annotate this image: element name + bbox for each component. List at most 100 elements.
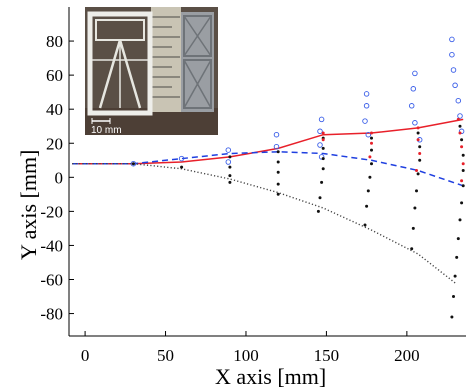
data-point-open-circle bbox=[273, 131, 280, 138]
data-point-dot bbox=[321, 167, 325, 171]
data-point-dot bbox=[316, 209, 320, 213]
data-point-dot bbox=[411, 226, 415, 230]
data-point-dot bbox=[453, 274, 457, 278]
data-point-dot bbox=[452, 295, 455, 298]
x-tick-label: 200 bbox=[394, 346, 420, 365]
data-point-dot bbox=[458, 131, 462, 135]
data-point-dot bbox=[276, 192, 280, 196]
data-point-dot bbox=[415, 169, 418, 172]
data-point-open-circle bbox=[225, 159, 232, 165]
data-point-dot bbox=[276, 182, 280, 186]
data-point-dot bbox=[365, 204, 369, 208]
data-point-dot bbox=[415, 189, 418, 193]
trajectory-line-2 bbox=[72, 151, 464, 187]
data-point-dot bbox=[461, 153, 465, 157]
data-point-open-circle bbox=[178, 155, 185, 162]
data-point-dot bbox=[318, 196, 322, 200]
data-point-dot bbox=[276, 170, 280, 174]
data-point-dot bbox=[418, 158, 422, 162]
data-point-dot bbox=[370, 131, 373, 135]
data-point-open-circle bbox=[412, 120, 418, 126]
data-point-dot bbox=[461, 162, 465, 166]
data-point-open-circle bbox=[455, 97, 462, 104]
y-tick-label: 60 bbox=[46, 66, 63, 85]
data-point-open-circle bbox=[450, 67, 457, 73]
data-point-dot bbox=[321, 138, 325, 142]
data-points bbox=[130, 36, 465, 319]
y-tick-label: -60 bbox=[40, 271, 63, 290]
y-axis-ticks: 80 60 40 20 0 -20 -40 -60 -80 bbox=[40, 32, 74, 324]
data-point-open-circle bbox=[408, 103, 415, 109]
data-point-dot bbox=[416, 126, 420, 130]
x-tick-label: 0 bbox=[81, 346, 90, 365]
data-point-open-circle bbox=[452, 82, 458, 89]
data-point-dot bbox=[321, 131, 325, 135]
inset-photo: 10 mm bbox=[85, 7, 218, 136]
data-point-dot bbox=[458, 124, 462, 128]
inset-scale-label: 10 mm bbox=[91, 125, 122, 136]
x-axis-title: X axis [mm] bbox=[215, 364, 326, 387]
data-point-dot bbox=[416, 172, 420, 176]
data-point-open-circle bbox=[365, 131, 372, 138]
data-point-dot bbox=[460, 179, 464, 183]
data-point-dot bbox=[321, 157, 325, 161]
x-axis-ticks: 0 50 100 150 200 bbox=[81, 331, 420, 365]
data-point-dot bbox=[456, 117, 460, 121]
data-point-open-circle bbox=[273, 143, 280, 150]
data-point-open-circle bbox=[412, 70, 418, 77]
data-point-dot bbox=[228, 165, 232, 169]
data-point-open-circle bbox=[317, 142, 323, 148]
x-tick-label: 50 bbox=[157, 346, 174, 365]
data-point-dot bbox=[413, 206, 417, 210]
data-point-dot bbox=[276, 150, 280, 154]
data-point-dot bbox=[410, 247, 414, 251]
data-point-open-circle bbox=[225, 147, 232, 153]
y-tick-label: -40 bbox=[40, 236, 63, 255]
data-point-open-circle bbox=[318, 116, 325, 123]
data-point-dot bbox=[228, 180, 232, 184]
y-tick-label: -20 bbox=[40, 202, 63, 221]
data-point-dot bbox=[418, 152, 422, 155]
data-point-open-circle bbox=[317, 128, 323, 135]
data-point-open-circle bbox=[410, 86, 417, 92]
trajectory-line-3 bbox=[72, 162, 456, 284]
data-point-dot bbox=[321, 146, 325, 150]
data-point-dot bbox=[370, 136, 373, 140]
data-point-dot bbox=[368, 175, 372, 179]
data-point-open-circle bbox=[449, 51, 455, 58]
trajectory-lines bbox=[72, 118, 464, 284]
data-point-dot bbox=[180, 165, 184, 169]
data-point-open-circle bbox=[362, 118, 368, 124]
data-point-dot bbox=[131, 162, 135, 166]
data-point-dot bbox=[461, 184, 465, 188]
data-point-dot bbox=[455, 255, 459, 259]
y-tick-label: 80 bbox=[46, 32, 63, 51]
data-point-dot bbox=[450, 315, 454, 319]
x-tick-label: 100 bbox=[233, 346, 259, 365]
data-point-open-circle bbox=[363, 91, 370, 97]
y-tick-label: 20 bbox=[46, 134, 63, 153]
data-point-dot bbox=[228, 174, 232, 178]
data-point-dot bbox=[461, 169, 465, 172]
data-point-dot bbox=[460, 201, 464, 205]
y-tick-label: -80 bbox=[40, 305, 63, 324]
data-point-dot bbox=[460, 138, 464, 142]
data-point-dot bbox=[456, 237, 460, 241]
data-point-dot bbox=[418, 145, 422, 149]
data-point-open-circle bbox=[458, 128, 465, 135]
data-point-dot bbox=[370, 148, 373, 152]
data-point-open-circle bbox=[449, 36, 455, 43]
y-tick-label: 0 bbox=[55, 168, 64, 187]
data-point-open-circle bbox=[363, 103, 370, 109]
data-point-dot bbox=[416, 131, 420, 135]
y-axis-title: Y axis [mm] bbox=[16, 150, 41, 260]
data-point-dot bbox=[370, 141, 373, 145]
data-point-dot bbox=[363, 223, 367, 227]
y-tick-label: 40 bbox=[46, 100, 63, 119]
data-point-open-circle bbox=[318, 154, 325, 160]
data-point-dot bbox=[228, 155, 232, 159]
data-point-dot bbox=[458, 218, 462, 222]
data-point-open-circle bbox=[130, 160, 137, 167]
data-point-dot bbox=[460, 145, 464, 149]
